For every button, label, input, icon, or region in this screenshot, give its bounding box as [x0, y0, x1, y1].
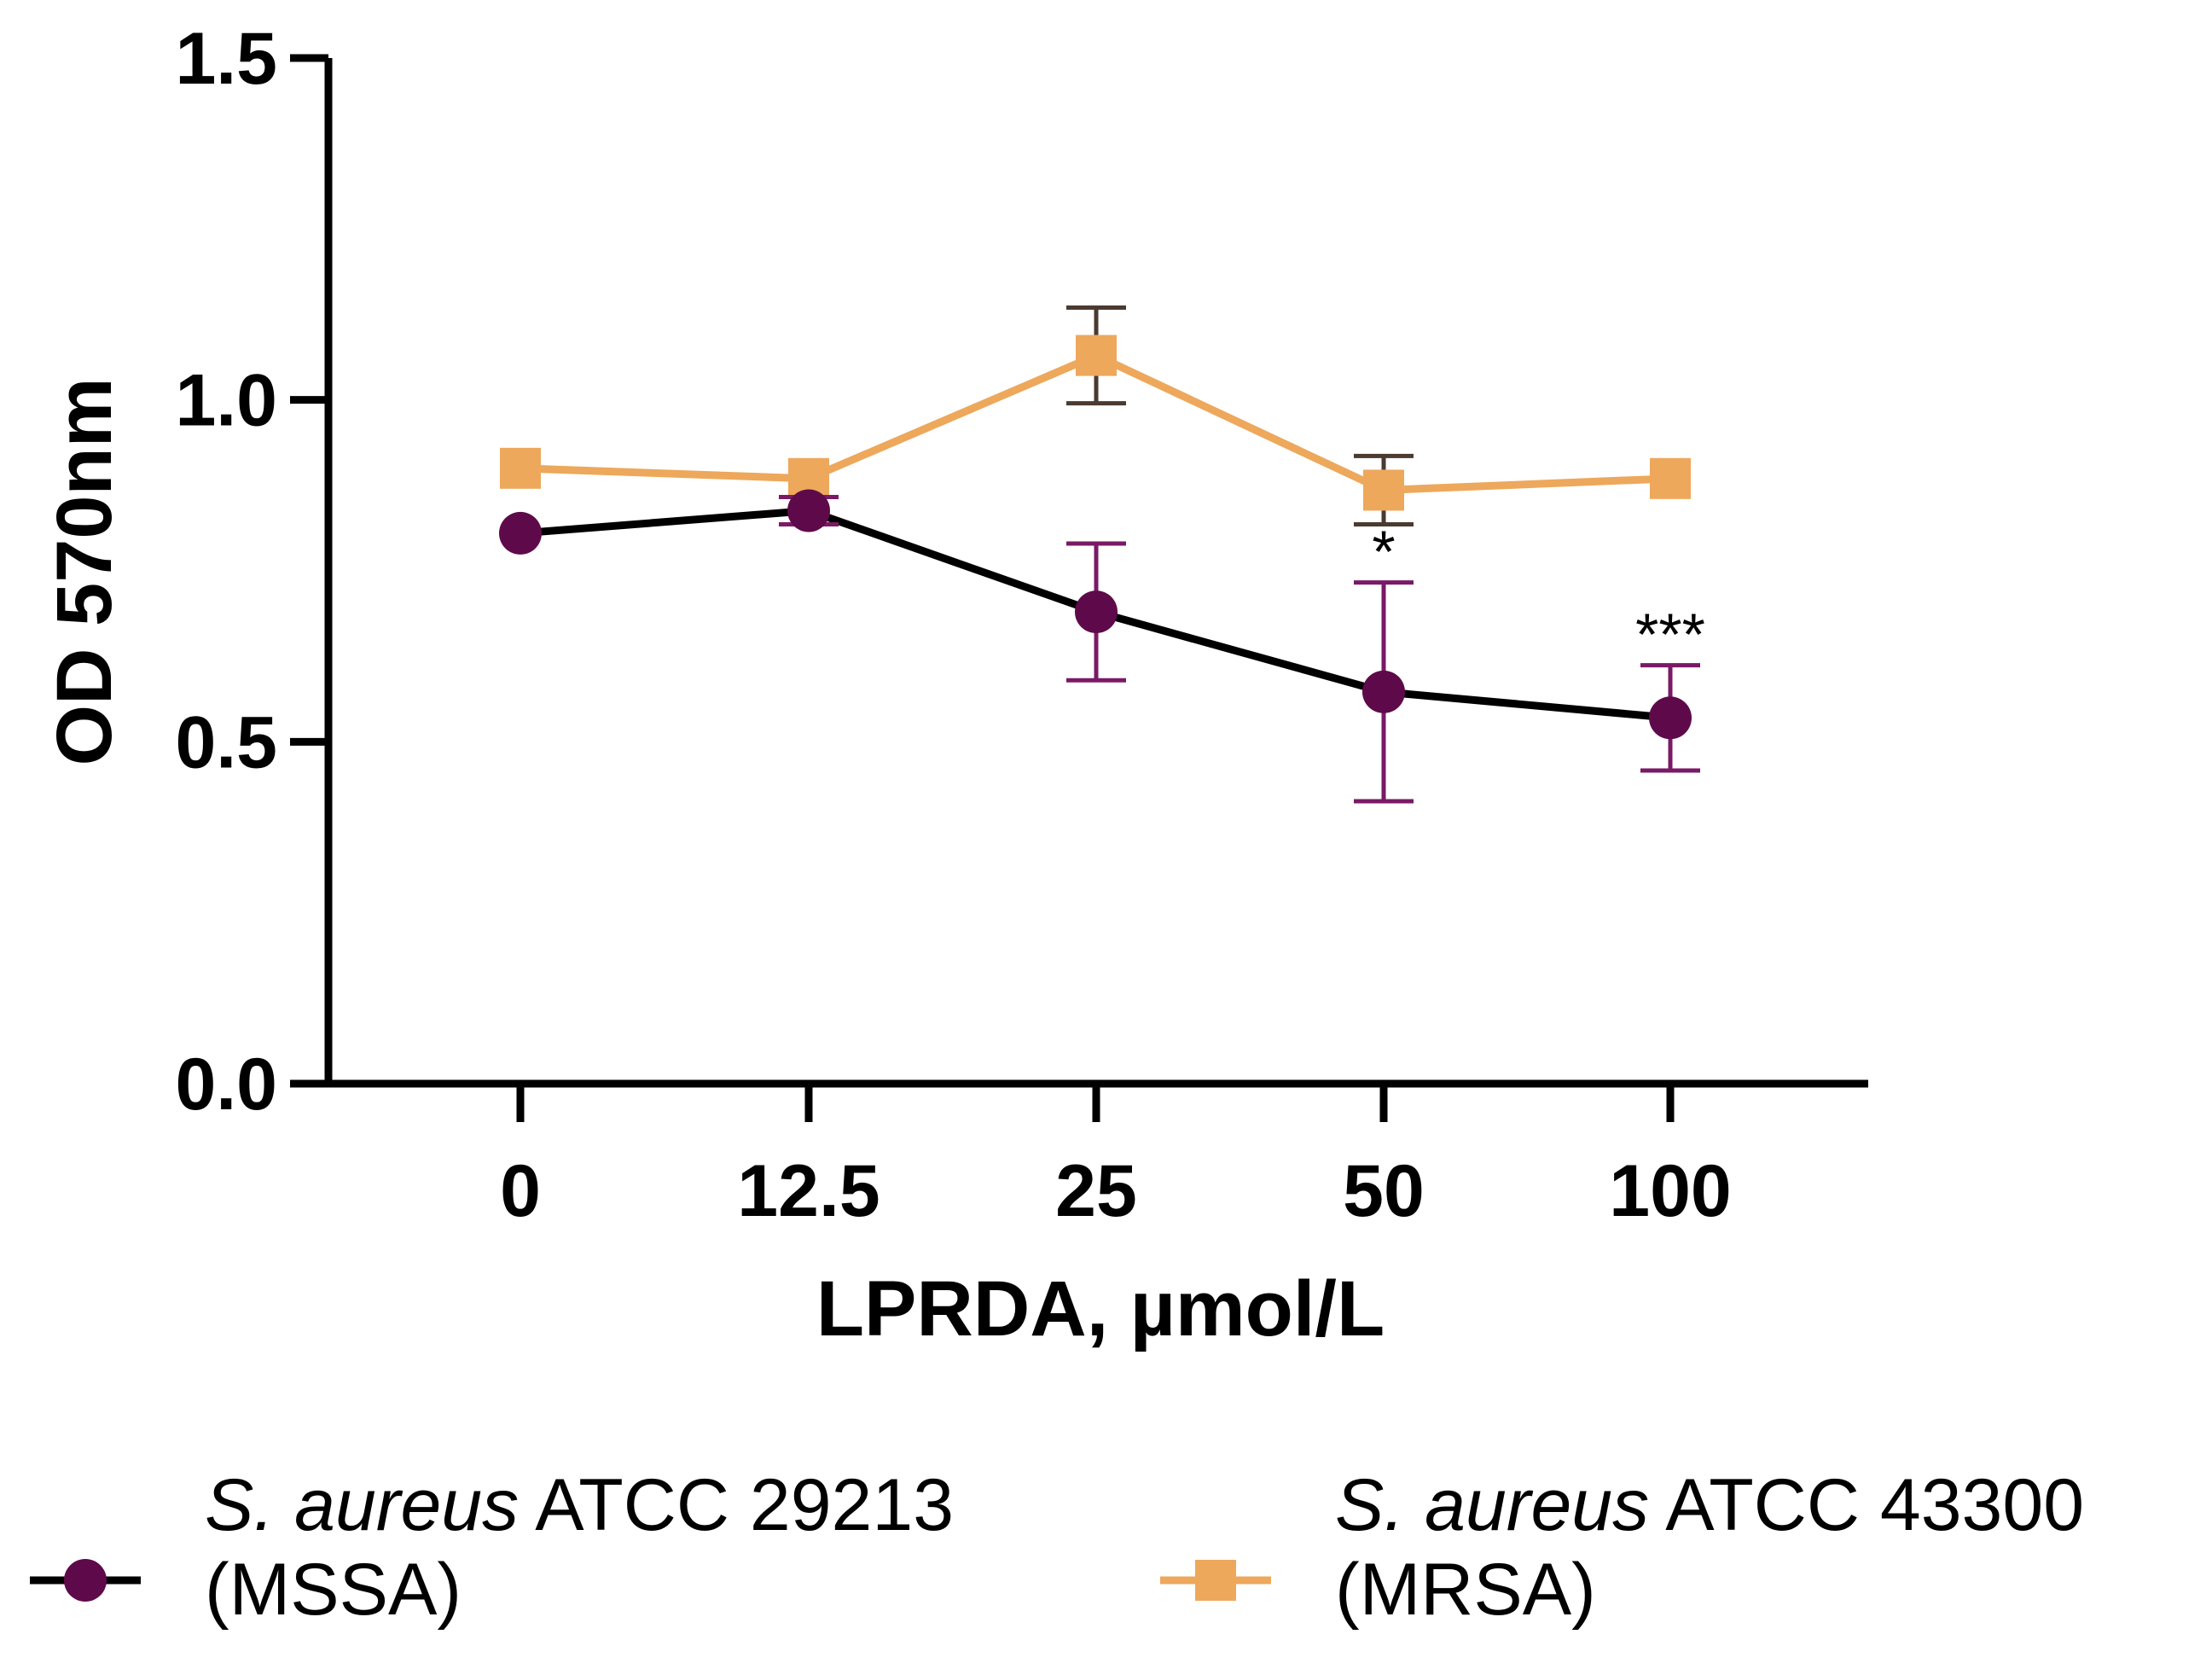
legend-strain: ATCC 43300 — [1649, 1464, 2085, 1546]
legend-type: (MSSA) — [205, 1548, 462, 1631]
x-tick-label: 0 — [500, 1150, 541, 1232]
legend-swatch — [1160, 1560, 1271, 1601]
significance-label: *** — [1635, 602, 1705, 668]
x-tick-label: 100 — [1609, 1150, 1732, 1232]
x-tick-label: 50 — [1343, 1150, 1425, 1232]
data-point-square — [1076, 334, 1117, 376]
x-tick-label: 25 — [1055, 1150, 1137, 1232]
legend-label: S. aureus ATCC 29213 (MSSA) — [205, 1463, 954, 1632]
legend-species: S. aureus — [1335, 1464, 1650, 1546]
legend-square — [1195, 1560, 1236, 1601]
data-point-circle — [787, 489, 830, 532]
y-tick-label: 1.5 — [175, 18, 277, 100]
data-point-circle — [1075, 590, 1118, 634]
legend-circle — [64, 1559, 107, 1602]
plot-marks: **** — [499, 305, 1705, 804]
data-point-circle — [499, 511, 542, 555]
y-axis-title: OD 570nm — [41, 377, 128, 765]
axes: 0.0 0.5 1.0 1.5 0 12.5 25 50 100 — [175, 18, 1868, 1232]
legend-strain: ATCC 29213 — [519, 1464, 955, 1546]
legend-label: S. aureus ATCC 43300 (MRSA) — [1335, 1463, 2084, 1632]
y-tick-label: 1.0 — [175, 360, 277, 442]
data-point-circle — [1362, 670, 1405, 713]
legend-swatch — [30, 1559, 141, 1602]
legend-species: S. aureus — [205, 1464, 520, 1546]
x-axis-title: LPRDA, µmol/L — [816, 1265, 1385, 1352]
data-point-square — [1650, 457, 1691, 499]
data-point-square — [1363, 469, 1404, 511]
significance-label: * — [1372, 519, 1395, 585]
y-tick-label: 0.5 — [175, 701, 277, 783]
x-tick-label: 12.5 — [737, 1150, 880, 1232]
legend-type: (MRSA) — [1335, 1548, 1596, 1631]
y-tick-label: 0.0 — [175, 1044, 277, 1125]
data-point-circle — [1649, 696, 1692, 740]
data-point-square — [500, 447, 541, 489]
